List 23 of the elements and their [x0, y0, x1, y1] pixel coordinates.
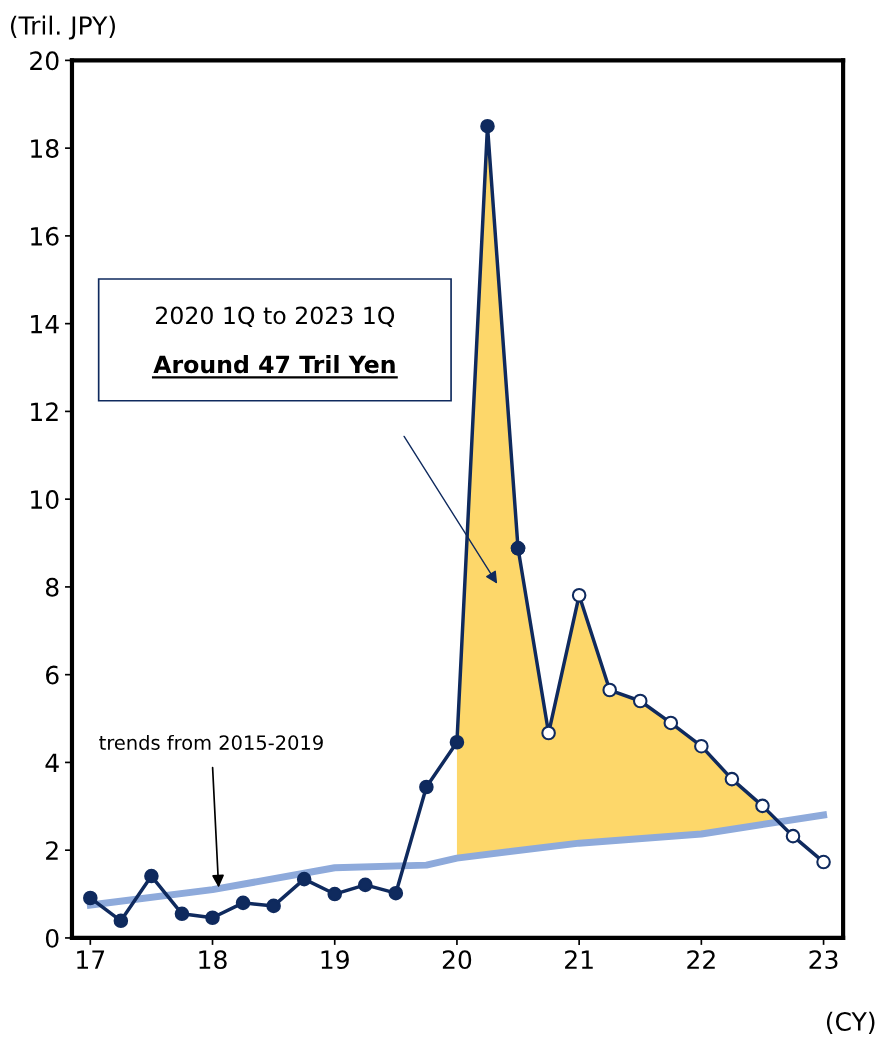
y-tick-label: 20	[30, 51, 59, 71]
annotation: trends from 2015-2019	[99, 734, 323, 750]
x-tick-label: 22	[687, 950, 715, 969]
y-tick-label: 12	[31, 402, 58, 421]
y-tick-label: 6	[46, 665, 59, 685]
y-tick-label: 4	[45, 753, 59, 772]
annotation: 2020 1Q to 2023 1Q	[156, 306, 395, 328]
x-tick-label: 20	[442, 950, 472, 970]
y-tick-label: 10	[31, 490, 59, 510]
x-tick-label: 23	[809, 950, 838, 970]
y-tick-label: 18	[31, 139, 59, 158]
y-axis-title: (Tril. JPY)	[10, 15, 115, 40]
y-tick-label: 2	[46, 841, 58, 860]
y-tick-label: 0	[45, 928, 59, 948]
y-tick-label: 14	[31, 314, 59, 334]
y-tick-label: 16	[31, 226, 59, 246]
x-tick-label: 21	[565, 950, 593, 969]
x-axis-title: (CY)	[826, 1011, 875, 1034]
x-tick-label: 17	[77, 950, 105, 969]
annotation: Around 47 Tril Yen	[153, 355, 395, 374]
x-tick-label: 18	[199, 950, 227, 970]
y-tick-label: 8	[45, 577, 59, 597]
x-tick-label: 19	[321, 950, 349, 970]
